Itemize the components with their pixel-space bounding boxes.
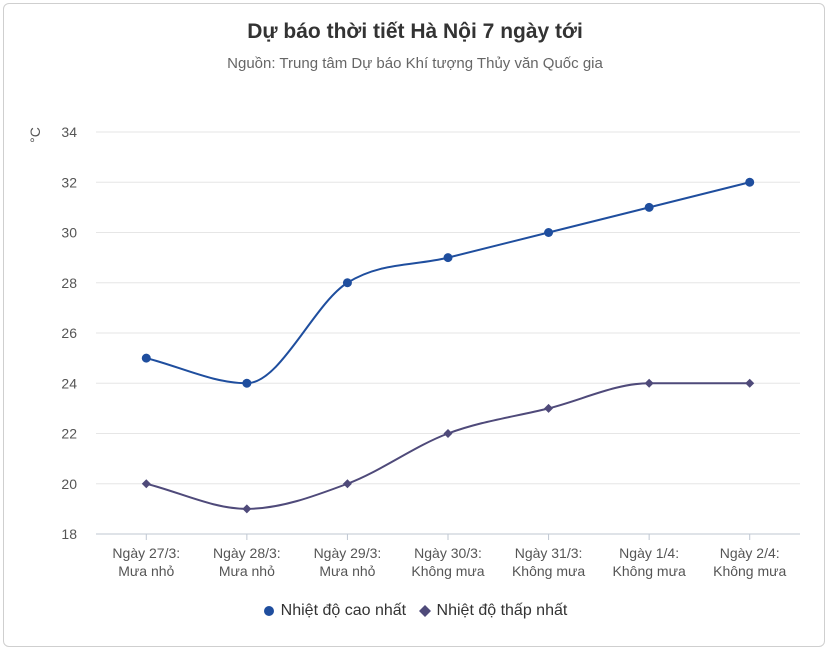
data-point[interactable] [443,429,453,438]
data-point[interactable] [242,504,252,514]
legend-item-high[interactable]: Nhiệt độ cao nhất [263,602,406,620]
legend-label-high: Nhiệt độ cao nhất [280,602,407,619]
legend-item-low[interactable]: Nhiệt độ thấp nhất [418,602,568,620]
data-point[interactable] [745,177,755,187]
x-tick-label: Ngày 29/3: [314,545,382,561]
data-point[interactable] [544,228,554,237]
series-low [141,378,755,514]
x-tick-label: Ngày 2/4: [720,545,780,561]
x-tick-label: Mưa nhỏ [118,563,174,579]
x-tick-label: Ngày 31/3: [515,545,583,561]
diamond-marker-icon [418,605,431,617]
x-tick-label: Mưa nhỏ [219,563,275,579]
chart-card [3,3,825,647]
legend-label-low: Nhiệt độ thấp nhất [436,602,568,619]
x-axis: Ngày 27/3: Mưa nhỏ Ngày 28/3: Mưa nhỏ Ngày 2… [112,534,787,579]
legend: Nhiệt độ cao nhất Nhiệt độ thấp nhất [0,602,830,622]
y-tick-label: 24 [61,375,77,391]
data-point[interactable] [544,403,554,413]
x-tick-label: Ngày 27/3: [112,545,180,561]
y-axis: 18 20 22 24 26 28 30 32 34 [61,124,77,542]
y-tick-label: 18 [61,526,77,542]
y-tick-label: 20 [61,476,77,492]
chart-subtitle: Nguồn: Trung tâm Dự báo Khí tượng Thủy v… [227,55,603,72]
series [141,177,755,514]
series-high [141,177,755,388]
grid-lines [96,131,800,535]
x-tick-label: Ngày 30/3: [414,545,482,561]
data-point[interactable] [141,479,151,489]
data-point[interactable] [242,378,252,388]
y-axis-label: °C [27,127,43,143]
chart-title: Dự báo thời tiết Hà Nội 7 ngày tới [247,20,583,43]
x-tick-label: Không mưa [613,563,686,579]
y-tick-label: 32 [61,174,77,190]
data-point[interactable] [644,378,654,388]
data-point[interactable] [644,202,654,212]
data-point[interactable] [745,378,755,388]
x-tick-label: Mưa nhỏ [319,563,375,579]
data-point[interactable] [443,253,453,263]
x-tick-label: Không mưa [713,563,786,579]
x-tick-label: Không mưa [411,563,484,579]
series-line [146,382,750,510]
y-tick-label: 28 [61,275,77,291]
data-point[interactable] [342,278,352,288]
y-tick-label: 22 [61,426,77,442]
y-tick-label: 30 [61,225,77,241]
data-point[interactable] [141,353,151,363]
y-tick-label: 34 [61,124,77,140]
x-tick-label: Không mưa [512,563,585,579]
y-tick-label: 26 [61,325,77,341]
data-point[interactable] [342,479,352,489]
circle-marker-icon [263,606,274,616]
x-tick-label: Ngày 1/4: [619,545,679,561]
x-tick-label: Ngày 28/3: [213,545,281,561]
